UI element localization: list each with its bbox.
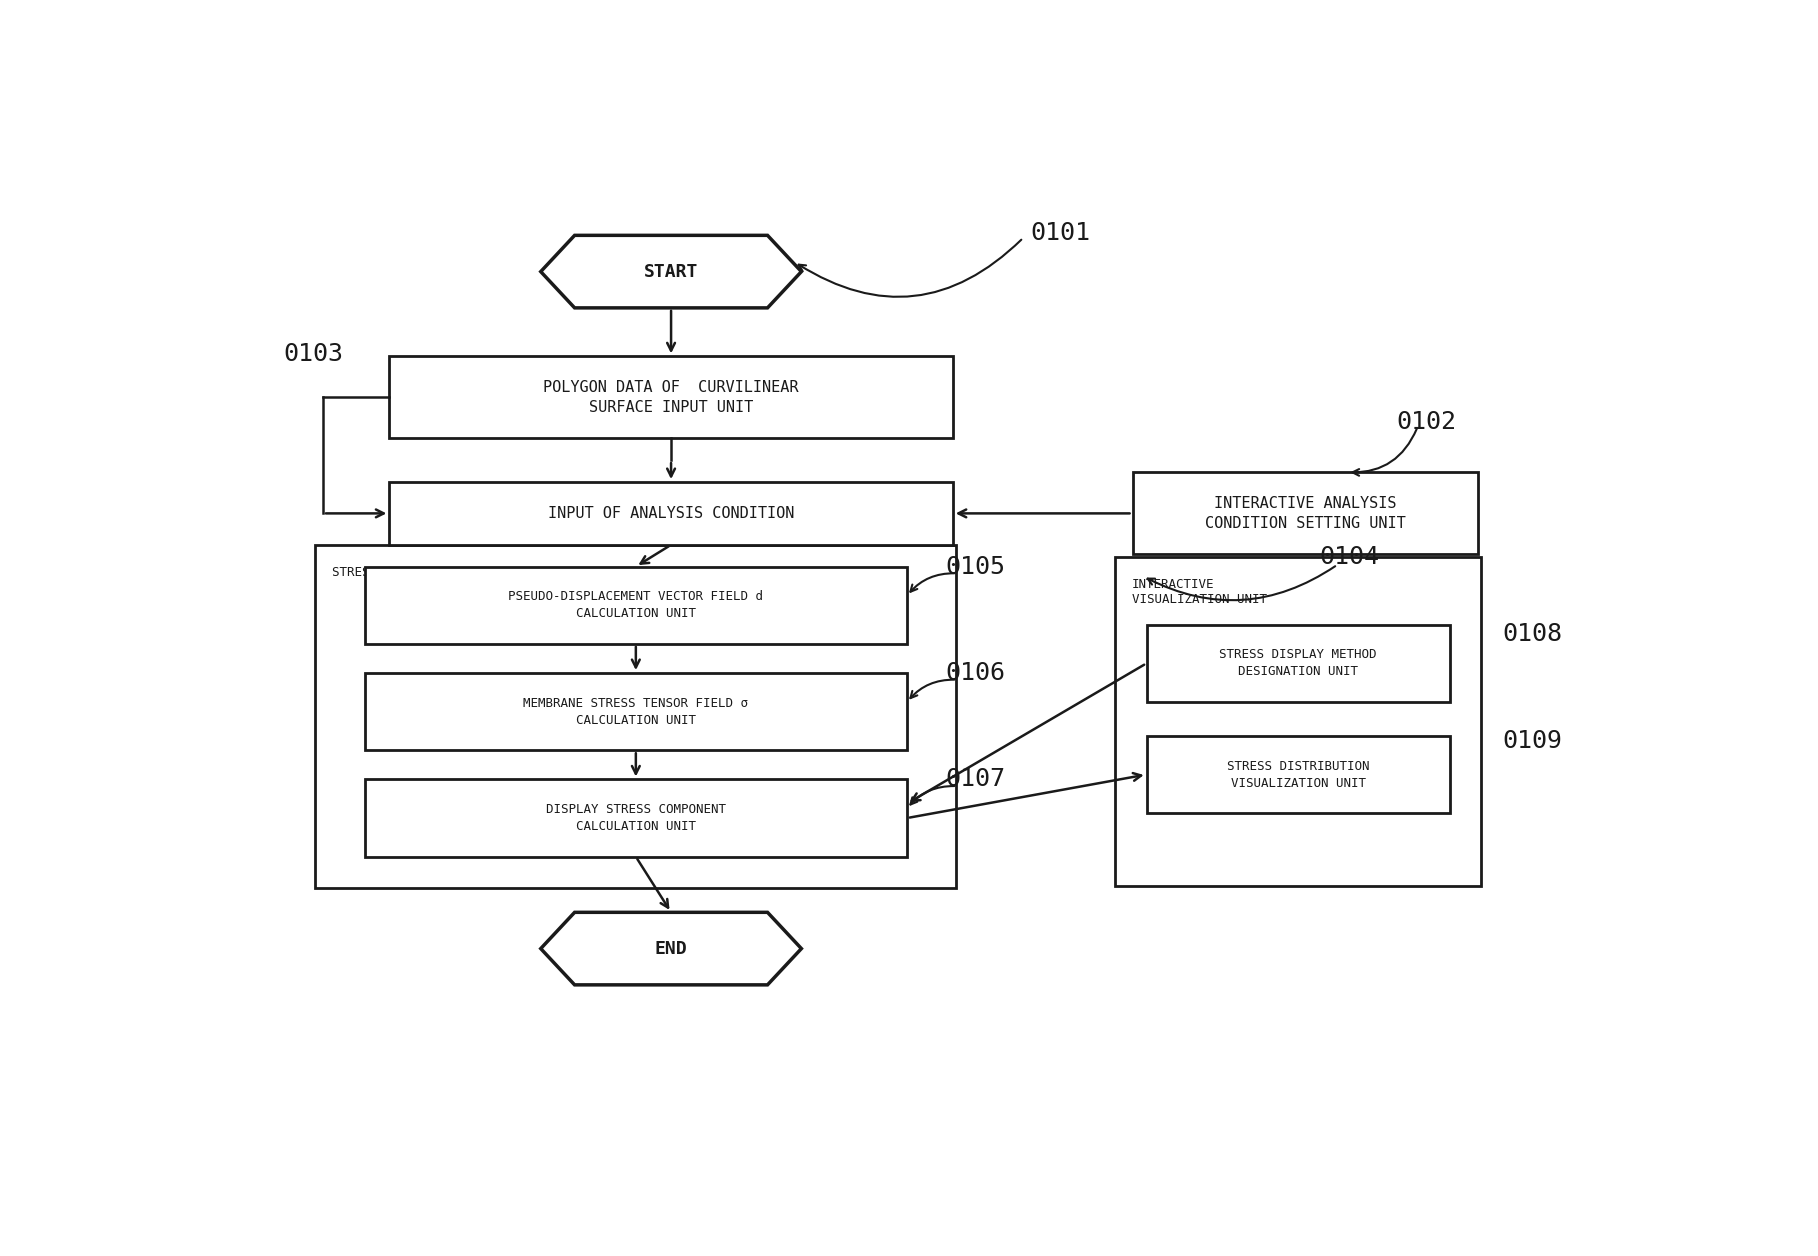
Text: 0109: 0109 xyxy=(1502,728,1562,752)
Bar xyxy=(389,357,953,438)
Bar xyxy=(1114,556,1482,885)
Text: STRESS DISTRIBUTION
VISUALIZATION UNIT: STRESS DISTRIBUTION VISUALIZATION UNIT xyxy=(1227,760,1369,790)
Text: PSEUDO-DISPLACEMENT VECTOR FIELD d
CALCULATION UNIT: PSEUDO-DISPLACEMENT VECTOR FIELD d CALCU… xyxy=(509,590,764,620)
Bar xyxy=(365,779,907,857)
Text: 0104: 0104 xyxy=(1320,545,1380,569)
Bar xyxy=(1133,472,1478,554)
Bar xyxy=(1147,736,1449,813)
Text: INTERACTIVE
VISUALIZATION UNIT: INTERACTIVE VISUALIZATION UNIT xyxy=(1133,578,1267,607)
Bar xyxy=(315,545,956,888)
Text: INTERACTIVE ANALYSIS
CONDITION SETTING UNIT: INTERACTIVE ANALYSIS CONDITION SETTING U… xyxy=(1205,496,1405,531)
Text: POLYGON DATA OF  CURVILINEAR
SURFACE INPUT UNIT: POLYGON DATA OF CURVILINEAR SURFACE INPU… xyxy=(544,379,798,414)
Text: 0103: 0103 xyxy=(284,342,344,365)
Text: START: START xyxy=(644,263,698,280)
Text: 0105: 0105 xyxy=(945,555,1005,579)
Text: STRESS ANALYSIS UNIT: STRESS ANALYSIS UNIT xyxy=(333,566,482,579)
Text: INPUT OF ANALYSIS CONDITION: INPUT OF ANALYSIS CONDITION xyxy=(547,506,794,521)
Text: 0107: 0107 xyxy=(945,767,1005,791)
Text: 0102: 0102 xyxy=(1396,409,1456,433)
Bar xyxy=(365,673,907,750)
Text: 0101: 0101 xyxy=(1031,221,1091,245)
Polygon shape xyxy=(540,912,802,985)
Text: 0106: 0106 xyxy=(945,661,1005,685)
Text: END: END xyxy=(654,939,687,957)
Bar xyxy=(365,566,907,644)
Text: 0108: 0108 xyxy=(1502,622,1562,647)
Text: STRESS DISPLAY METHOD
DESIGNATION UNIT: STRESS DISPLAY METHOD DESIGNATION UNIT xyxy=(1220,648,1376,678)
Bar xyxy=(1147,624,1449,702)
Text: DISPLAY STRESS COMPONENT
CALCULATION UNIT: DISPLAY STRESS COMPONENT CALCULATION UNI… xyxy=(545,803,725,833)
Polygon shape xyxy=(540,235,802,308)
Text: MEMBRANE STRESS TENSOR FIELD σ
CALCULATION UNIT: MEMBRANE STRESS TENSOR FIELD σ CALCULATI… xyxy=(524,697,749,727)
Bar xyxy=(389,482,953,545)
